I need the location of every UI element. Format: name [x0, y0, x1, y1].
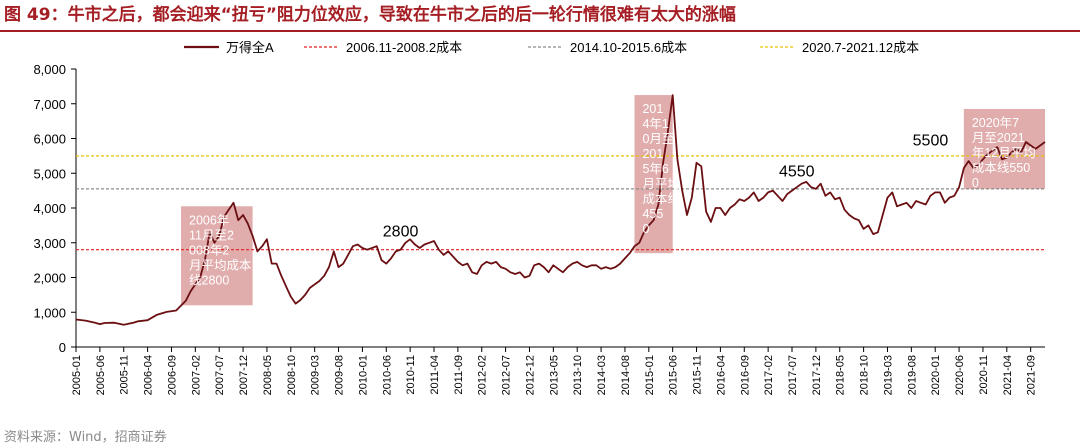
x-tick-label: 2013-05 [548, 355, 560, 395]
x-tick-label: 2016-09 [739, 355, 751, 395]
highlight-box-label-2: 201 [642, 147, 663, 161]
x-tick-label: 2006-09 [166, 355, 178, 395]
y-tick-label: 3,000 [33, 236, 66, 251]
legend-label-3: 2020.7-2021.12成本 [802, 40, 919, 55]
x-tick-label: 2019-03 [882, 355, 894, 395]
x-tick-label: 2019-08 [906, 355, 918, 395]
highlight-box-label-2: 月平均 [642, 177, 680, 191]
x-tick-label: 2012-12 [524, 355, 536, 395]
x-tick-label: 2018-10 [859, 355, 871, 395]
source-note: 资料来源：Wind，招商证券 [4, 426, 167, 445]
highlight-box-label-2: 0 [642, 222, 649, 236]
x-tick-label: 2021-04 [1002, 355, 1014, 395]
highlight-box-label-2: 4年1 [642, 117, 668, 131]
x-tick-label: 2017-02 [763, 355, 775, 395]
highlight-boxes [181, 95, 1045, 305]
x-tick-label: 2011-09 [453, 355, 465, 395]
legend: 万得全A 2006.11-2008.2成本 2014.10-2015.6成本 2020… [184, 40, 919, 55]
x-tick-label: 2011-04 [429, 355, 441, 395]
x-tick-label: 2020-11 [978, 355, 990, 395]
legend-label-0: 万得全A [226, 40, 274, 55]
x-tick-label: 2010-11 [405, 355, 417, 395]
x-axis: 2005-01 2005-06 2005-11 2006-04 2006-09 2007-… [71, 347, 1045, 395]
x-tick-label: 2008-10 [286, 355, 298, 395]
x-tick-label: 2020-01 [930, 355, 942, 395]
x-tick-label: 2009-03 [310, 355, 322, 395]
highlight-box-label-1: 月平均成本 [189, 258, 252, 272]
highlight-box-label-1: 2006年 [189, 213, 229, 227]
x-tick-label: 2014-08 [620, 355, 632, 395]
x-tick-label: 2015-11 [692, 355, 704, 395]
y-tick-label: 7,000 [33, 97, 66, 112]
highlight-box-label-1: 11月至2 [189, 228, 234, 242]
highlight-box-label-1: 008年2 [189, 243, 229, 257]
x-tick-label: 2010-01 [357, 355, 369, 395]
highlight-box-label-3: 月至2021 [972, 131, 1025, 145]
x-tick-label: 2005-06 [95, 355, 107, 395]
x-tick-label: 2009-08 [334, 355, 346, 395]
x-tick-label: 2008-05 [262, 355, 274, 395]
x-tick-label: 2007-07 [214, 355, 226, 395]
highlight-box-label-2: 455 [642, 207, 663, 221]
annotation-label: 5500 [913, 132, 949, 149]
highlight-box-label-3: 2020年7 [972, 116, 1019, 130]
x-tick-label: 2014-03 [596, 355, 608, 395]
y-tick-label: 8,000 [33, 62, 66, 77]
x-tick-label: 2012-07 [501, 355, 513, 395]
highlight-box-label-2: 0月至 [642, 132, 674, 146]
y-tick-label: 6,000 [33, 132, 66, 147]
legend-label-1: 2006.11-2008.2成本 [346, 40, 462, 55]
x-tick-label: 2015-06 [668, 355, 680, 395]
x-tick-label: 2020-06 [954, 355, 966, 395]
highlight-box-labels: 2006年11月至2008年2月平均成本线28002014年10月至2015年6… [189, 102, 1036, 287]
x-tick-label: 2007-02 [190, 355, 202, 395]
annotation-label: 2800 [383, 223, 419, 240]
x-tick-label: 2010-06 [381, 355, 393, 395]
x-tick-label: 2018-05 [835, 355, 847, 395]
y-tick-label: 0 [59, 340, 66, 355]
y-axis: 0 1,000 2,000 3,000 4,000 5,000 6,000 7,000 8,00… [33, 62, 76, 355]
x-tick-label: 2015-01 [644, 355, 656, 395]
y-tick-label: 1,000 [33, 305, 66, 320]
line-chart: 0 1,000 2,000 3,000 4,000 5,000 6,000 7,000 8,00… [0, 0, 1080, 448]
highlight-box-label-2: 201 [642, 102, 663, 116]
x-tick-label: 2006-04 [143, 355, 155, 395]
y-tick-label: 4,000 [33, 201, 66, 216]
x-tick-label: 2005-01 [71, 355, 83, 395]
x-tick-label: 2017-07 [787, 355, 799, 395]
x-tick-label: 2021-09 [1026, 355, 1038, 395]
annotation-label: 4550 [779, 164, 815, 181]
highlight-box-label-1: 线2800 [189, 273, 229, 287]
x-tick-label: 2007-12 [238, 355, 250, 395]
highlight-box-label-3: 0 [972, 176, 979, 190]
highlight-box-label-2: 5年6 [642, 162, 668, 176]
y-tick-label: 2,000 [33, 271, 66, 286]
highlight-box-label-3: 成本线550 [972, 161, 1030, 175]
x-tick-label: 2005-11 [119, 355, 131, 395]
y-tick-label: 5,000 [33, 166, 66, 181]
legend-label-2: 2014.10-2015.6成本 [570, 40, 687, 55]
x-tick-label: 2017-12 [811, 355, 823, 395]
x-tick-label: 2012-02 [477, 355, 489, 395]
x-tick-label: 2013-10 [572, 355, 584, 395]
x-tick-label: 2016-04 [715, 355, 727, 395]
highlight-box-label-3: 年12月平均 [972, 146, 1036, 160]
highlight-box-label-2: 成本线 [642, 192, 680, 206]
